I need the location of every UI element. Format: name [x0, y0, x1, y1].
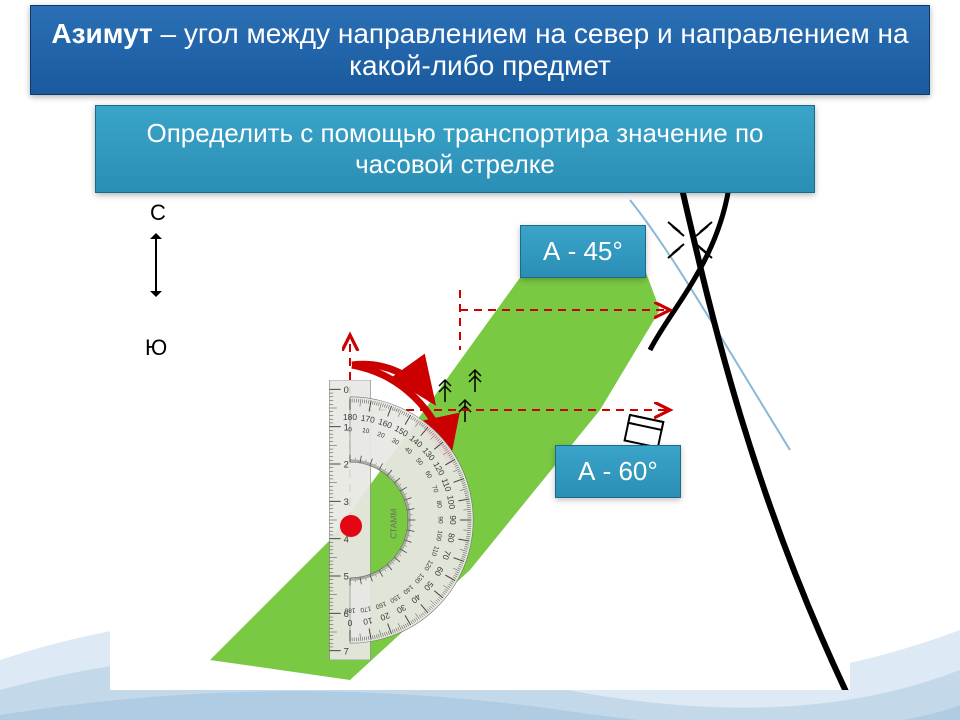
title-term: Азимут — [51, 18, 152, 49]
river — [630, 200, 790, 450]
svg-text:90: 90 — [448, 515, 458, 525]
svg-text:0: 0 — [344, 385, 349, 395]
azimuth-45-text: А - 45° — [543, 236, 623, 266]
compass-south-label: Ю — [145, 335, 167, 361]
house-icon — [625, 415, 664, 448]
title-definition: – угол между направлением на север и нап… — [153, 18, 909, 81]
svg-text:6: 6 — [344, 609, 349, 619]
svg-text:3: 3 — [344, 497, 349, 507]
subtitle-text: Определить с помощью транспортира значен… — [146, 118, 763, 179]
protractor-brand: СТАММ — [389, 509, 399, 539]
svg-text:0: 0 — [347, 618, 352, 628]
svg-text:1: 1 — [344, 422, 349, 432]
protractor-center-dot — [340, 515, 362, 537]
title-box: Азимут – угол между направлением на севе… — [30, 5, 930, 95]
svg-text:7: 7 — [344, 646, 349, 656]
azimuth-label-45: А - 45° — [520, 225, 646, 278]
compass-arrow-icon — [155, 235, 157, 295]
svg-text:5: 5 — [344, 572, 349, 582]
azimuth-label-60: А - 60° — [555, 445, 681, 498]
azimuth-60-text: А - 60° — [578, 456, 658, 486]
svg-text:180: 180 — [343, 412, 357, 422]
svg-text:2: 2 — [344, 460, 349, 470]
compass-north-label: С — [150, 200, 166, 226]
svg-text:90: 90 — [437, 516, 444, 524]
road-1 — [680, 190, 850, 690]
subtitle-box: Определить с помощью транспортира значен… — [95, 105, 815, 193]
